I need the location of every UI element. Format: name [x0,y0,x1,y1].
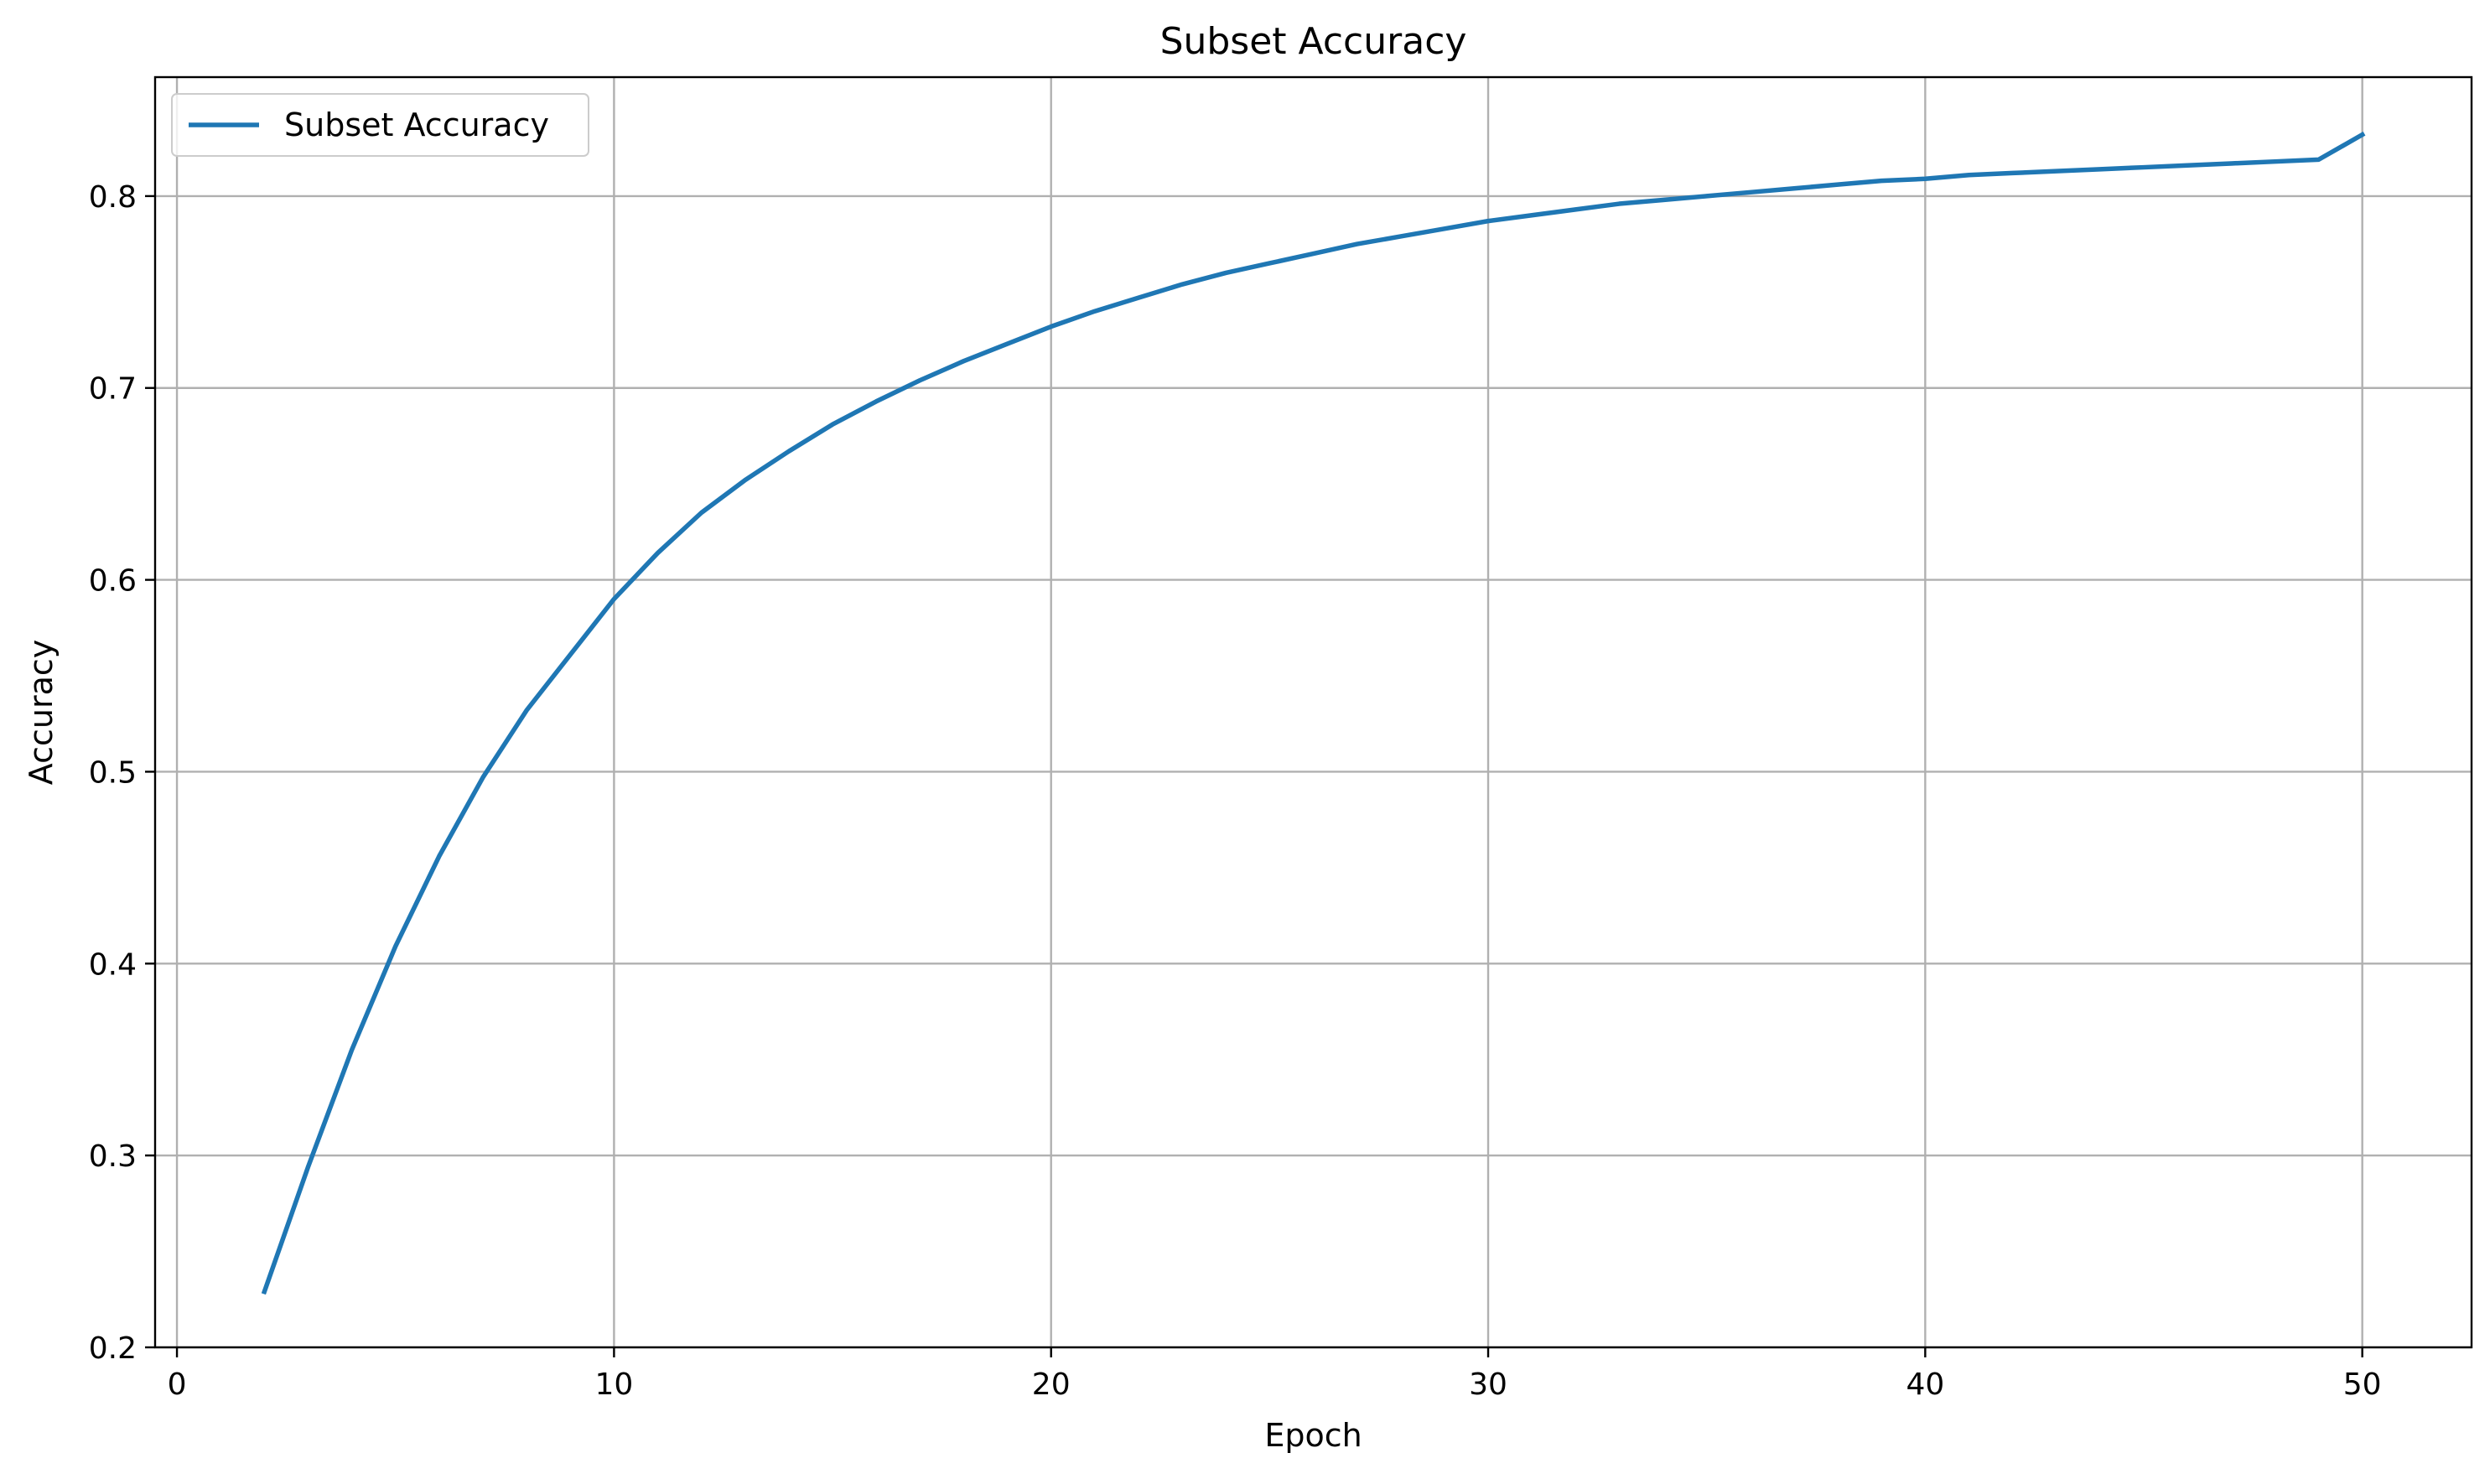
y-tick-label: 0.8 [89,180,137,215]
y-tick-label: 0.6 [89,564,137,599]
legend: Subset Accuracy [172,94,589,156]
y-axis-label: Accuracy [23,640,60,786]
x-tick-label: 50 [2343,1367,2382,1402]
x-tick-label: 30 [1469,1367,1507,1402]
y-tick-label: 0.5 [89,755,137,790]
x-axis-label: Epoch [1264,1417,1362,1454]
y-tick-label: 0.7 [89,372,137,407]
x-tick-label: 20 [1032,1367,1071,1402]
x-tick-label: 10 [594,1367,633,1402]
y-tick-label: 0.4 [89,947,137,982]
chart-title: Subset Accuracy [1160,20,1467,63]
y-tick-label: 0.3 [89,1139,137,1174]
y-tick-label: 0.2 [89,1331,137,1366]
x-tick-label: 40 [1906,1367,1944,1402]
legend-label: Subset Accuracy [284,106,549,143]
x-tick-label: 0 [168,1367,187,1402]
